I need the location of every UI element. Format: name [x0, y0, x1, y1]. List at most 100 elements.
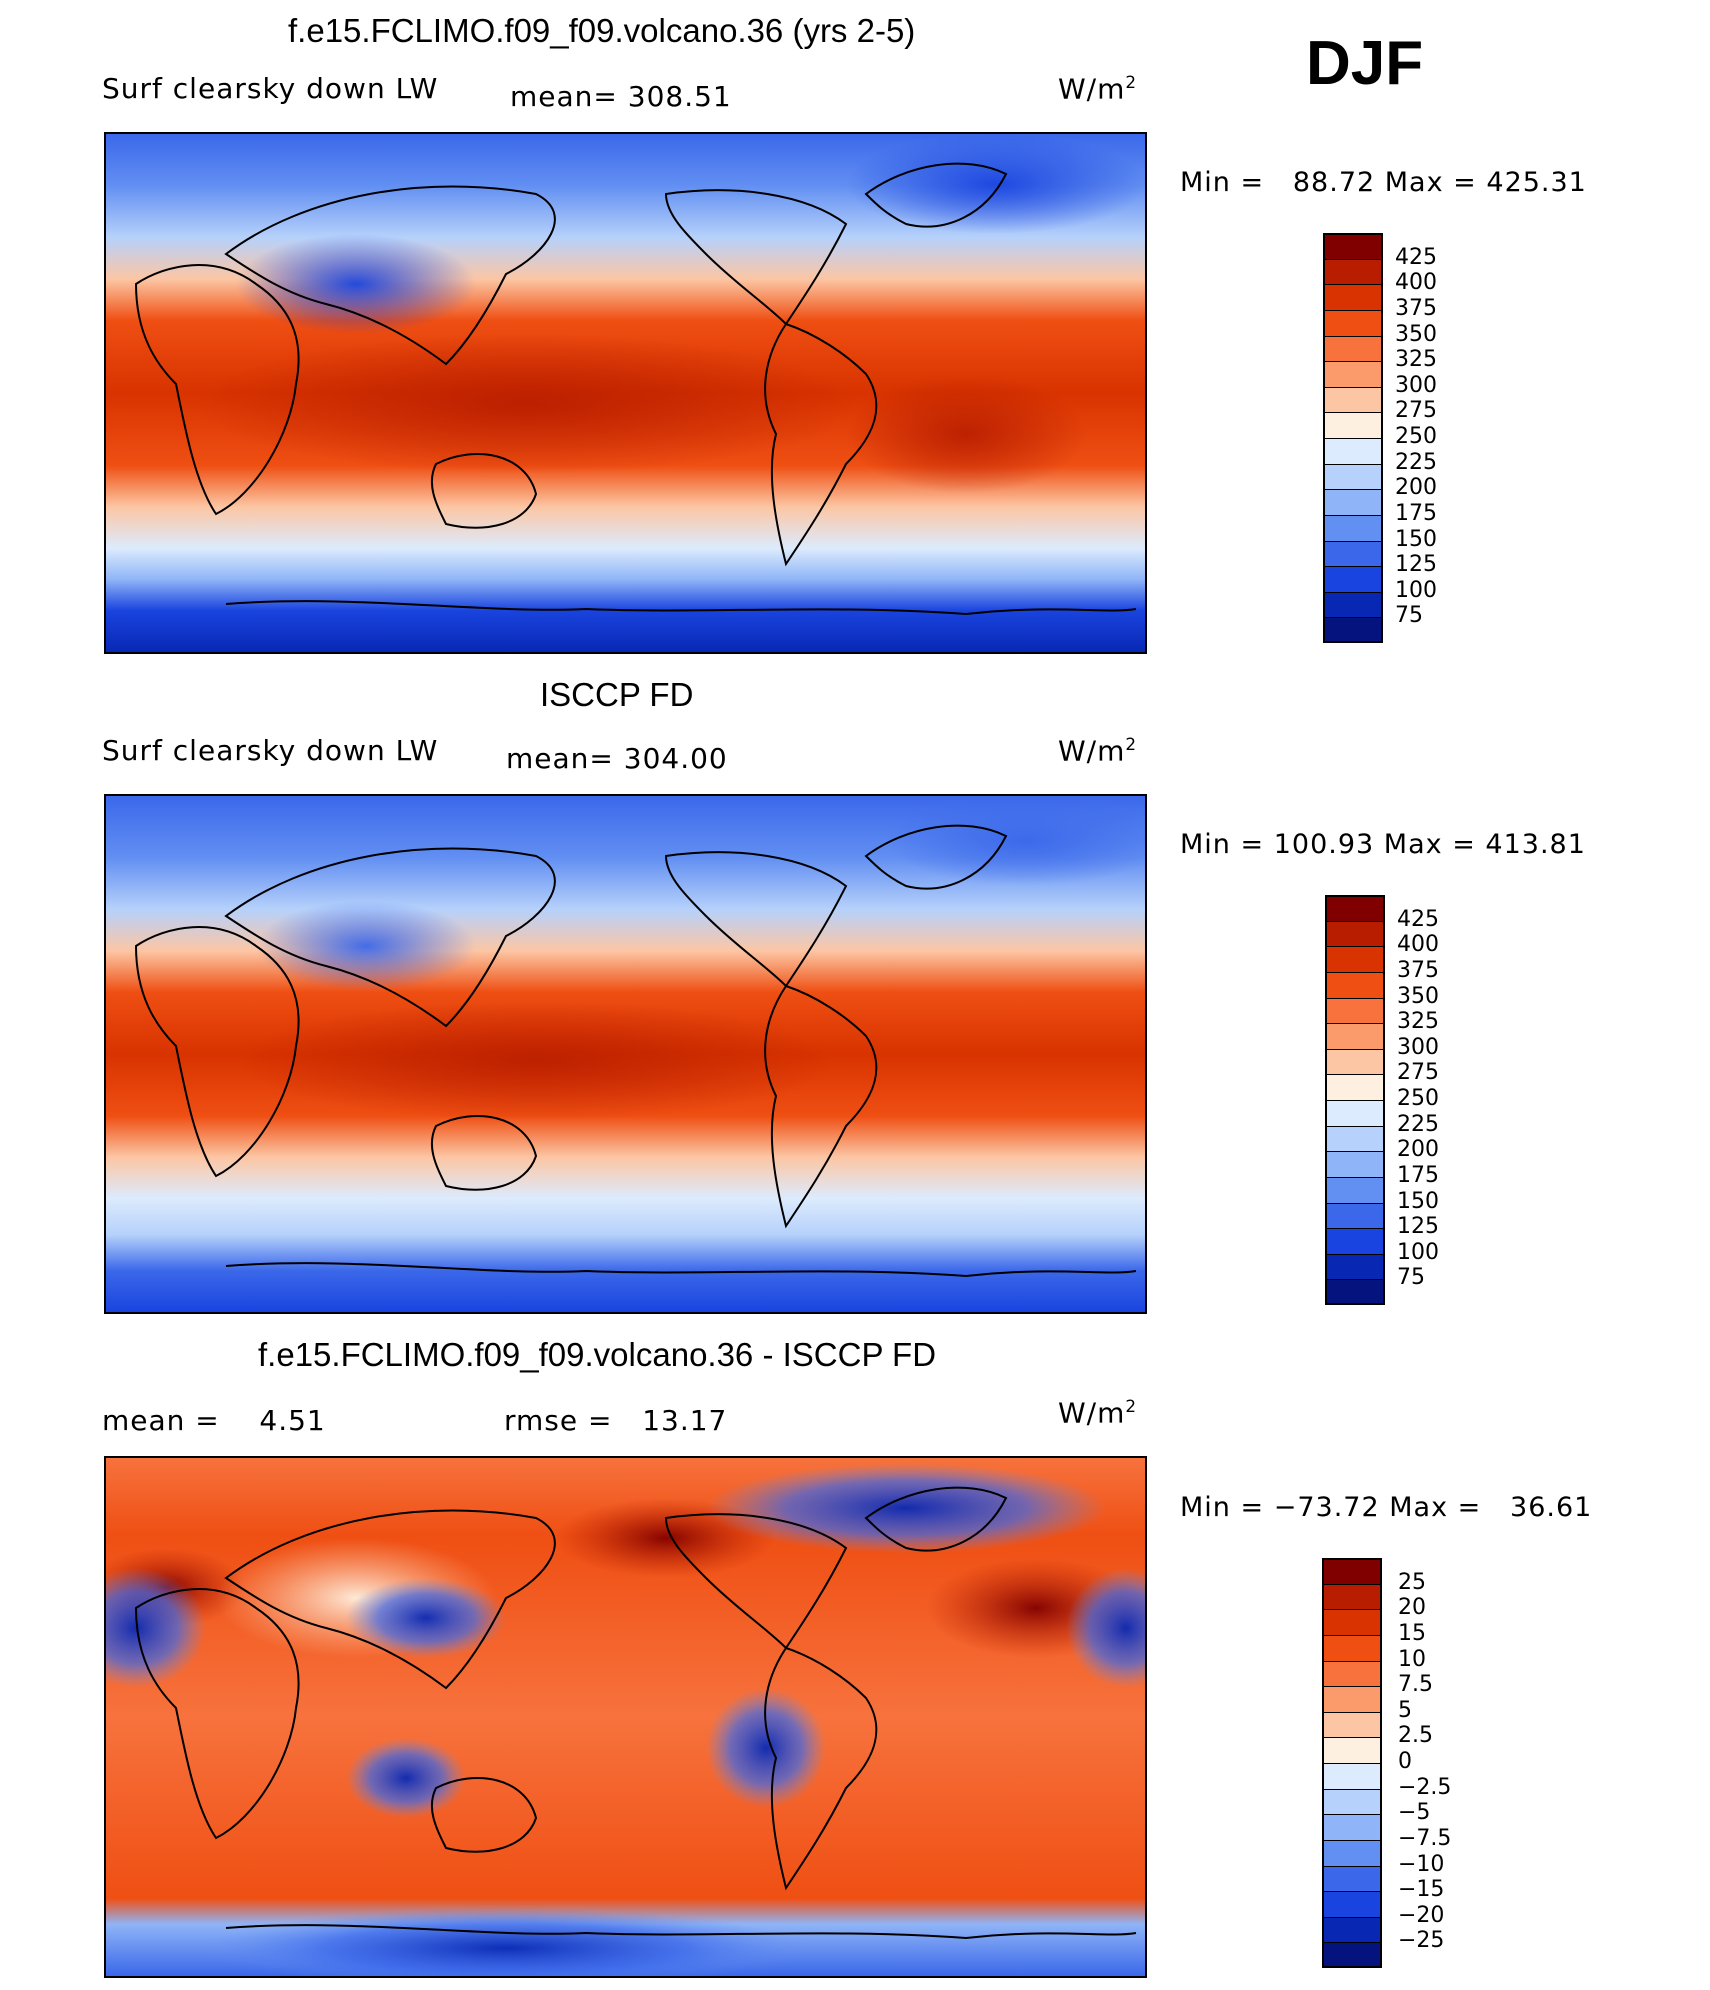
panel2-units: W/m2 [1058, 734, 1138, 768]
colorbar-bin [1322, 1686, 1382, 1712]
colorbar-bin [1322, 1711, 1382, 1738]
panel2-variable: Surf clearsky down LW [102, 734, 439, 767]
season-label: DJF [1306, 29, 1424, 98]
panel3-rmse: rmse = 13.17 [504, 1404, 728, 1437]
colorbar-bin [1325, 946, 1385, 972]
colorbar-tick-label: 425 [1397, 906, 1439, 932]
colorbar-bin [1323, 233, 1383, 259]
colorbar-frame [1325, 895, 1385, 1305]
colorbar-bin [1325, 1125, 1385, 1152]
panel3-title: f.e15.FCLIMO.f09_f09.volcano.36 - ISCCP … [258, 1336, 937, 1373]
panel2-title: ISCCP FD [540, 676, 694, 713]
panel3-map [104, 1456, 1147, 1978]
colorbar-bin [1323, 309, 1383, 336]
colorbar-tick-label: 125 [1397, 1214, 1439, 1240]
colorbar-bin [1325, 1100, 1385, 1126]
colorbar-tick-label: −5 [1398, 1800, 1431, 1826]
colorbar-tick-label: 15 [1398, 1620, 1426, 1646]
panel2-map [104, 794, 1147, 1314]
colorbar-tick-label: 350 [1395, 321, 1437, 347]
colorbar-tick-label: 325 [1395, 347, 1437, 373]
colorbar-bin [1323, 386, 1383, 413]
colorbar-tick-label: 20 [1398, 1595, 1426, 1621]
colorbar-tick-label: −20 [1398, 1902, 1445, 1928]
colorbar-bin [1323, 514, 1383, 541]
colorbar-bin [1322, 1865, 1382, 1892]
panel3-colorbar [1322, 1558, 1382, 1968]
colorbar-bin [1322, 1583, 1382, 1610]
panel3-units: W/m2 [1058, 1396, 1138, 1430]
panel3-mean: mean = 4.51 [102, 1404, 326, 1437]
colorbar-bin [1322, 1814, 1382, 1840]
colorbar-bin [1322, 1788, 1382, 1815]
colorbar-bin [1323, 463, 1383, 490]
colorbar-bin [1325, 1048, 1385, 1075]
colorbar-bin [1325, 997, 1385, 1024]
colorbar-bin [1323, 361, 1383, 387]
panel1-map [104, 132, 1147, 654]
colorbar-tick-label: 275 [1397, 1060, 1439, 1086]
colorbar-bin [1325, 971, 1385, 998]
panel1-minmax: Min = 88.72 Max = 425.31 [1180, 167, 1587, 198]
colorbar-bin [1323, 335, 1383, 362]
panel3-minmax: Min = −73.72 Max = 36.61 [1180, 1492, 1593, 1523]
panel2-colorbar [1325, 895, 1385, 1305]
colorbar-tick-label: 375 [1395, 295, 1437, 321]
colorbar-tick-label: 375 [1397, 957, 1439, 983]
panel1-title: f.e15.FCLIMO.f09_f09.volcano.36 (yrs 2-5… [288, 12, 916, 49]
colorbar-tick-label: 200 [1397, 1137, 1439, 1163]
colorbar-tick-label: 100 [1395, 577, 1437, 603]
colorbar-tick-label: 175 [1395, 500, 1437, 526]
colorbar-bin [1323, 540, 1383, 567]
colorbar-frame [1322, 1558, 1382, 1968]
colorbar-bin [1325, 1279, 1385, 1305]
colorbar-tick-label: 350 [1397, 983, 1439, 1009]
colorbar-bin [1323, 617, 1383, 643]
panel2-map-field [106, 796, 1145, 1312]
colorbar-bin [1325, 1074, 1385, 1100]
panel3-map-field [106, 1458, 1145, 1976]
colorbar-bin [1322, 1839, 1382, 1866]
colorbar-bin [1325, 1202, 1385, 1229]
colorbar-bin [1325, 920, 1385, 947]
panel1-mean: mean= 308.51 [510, 80, 732, 113]
colorbar-tick-label: 250 [1395, 424, 1437, 449]
colorbar-tick-label: 225 [1397, 1111, 1439, 1137]
colorbar-tick-label: 25 [1398, 1569, 1426, 1595]
colorbar-bin [1322, 1609, 1382, 1635]
colorbar-tick-label: 10 [1398, 1646, 1426, 1672]
colorbar-bin [1323, 566, 1383, 592]
colorbar-tick-label: 250 [1397, 1086, 1439, 1111]
colorbar-bin [1323, 258, 1383, 285]
colorbar-bin [1322, 1942, 1382, 1968]
colorbar-tick-label: −15 [1398, 1877, 1445, 1903]
colorbar-tick-label: 400 [1395, 270, 1437, 296]
panel1-units: W/m2 [1058, 72, 1138, 106]
colorbar-tick-label: 200 [1395, 475, 1437, 501]
colorbar-tick-label: 150 [1397, 1188, 1439, 1214]
colorbar-bin [1322, 1891, 1382, 1917]
colorbar-bin [1325, 1176, 1385, 1203]
colorbar-tick-label: 300 [1395, 372, 1437, 398]
colorbar-bin [1325, 1228, 1385, 1254]
panel1-colorbar [1323, 233, 1383, 643]
colorbar-bin [1322, 1763, 1382, 1789]
colorbar-bin [1322, 1737, 1382, 1763]
colorbar-frame [1323, 233, 1383, 643]
colorbar-bin [1323, 591, 1383, 618]
colorbar-tick-label: 400 [1397, 932, 1439, 958]
colorbar-bin [1325, 895, 1385, 921]
colorbar-tick-label: 0 [1398, 1749, 1412, 1774]
colorbar-tick-label: 325 [1397, 1009, 1439, 1035]
colorbar-bin [1322, 1634, 1382, 1661]
colorbar-bin [1323, 489, 1383, 515]
colorbar-tick-label: −10 [1398, 1851, 1445, 1877]
colorbar-tick-label: 75 [1397, 1265, 1425, 1291]
panel1-variable: Surf clearsky down LW [102, 72, 439, 105]
panel1-map-field [106, 134, 1145, 652]
colorbar-tick-label: 75 [1395, 603, 1423, 629]
colorbar-bin [1322, 1916, 1382, 1943]
colorbar-bin [1325, 1253, 1385, 1280]
colorbar-tick-label: 425 [1395, 244, 1437, 270]
panel2-mean: mean= 304.00 [506, 742, 728, 775]
